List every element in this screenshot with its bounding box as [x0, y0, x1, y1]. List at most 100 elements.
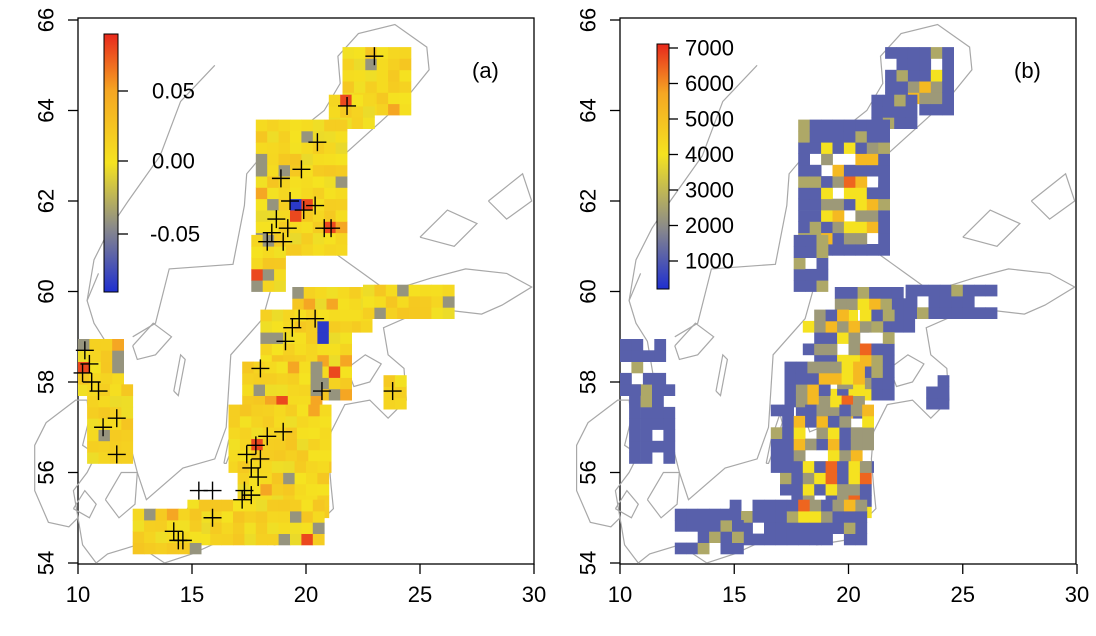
grid-cell	[317, 472, 330, 485]
grid-cell	[267, 198, 279, 211]
coastline-segment	[962, 209, 1021, 247]
grid-cell	[825, 461, 838, 473]
grid-cell	[342, 58, 355, 71]
grid-cell	[121, 406, 134, 419]
y-tick-label: 58	[576, 370, 601, 394]
grid-cell	[317, 366, 330, 378]
grid-cell	[855, 210, 868, 222]
grid-cell	[674, 508, 687, 521]
grid-cell	[846, 298, 858, 310]
grid-cell	[640, 395, 653, 408]
grid-cell	[121, 418, 134, 430]
grid-cell	[878, 198, 890, 211]
grid-cell	[376, 58, 389, 71]
grid-cell	[798, 130, 810, 143]
coastline-segment	[132, 322, 173, 361]
grid-cell	[891, 298, 904, 310]
grid-cell	[855, 153, 868, 166]
grid-cell	[303, 287, 316, 299]
grid-cell	[809, 119, 822, 132]
grid-cell	[324, 244, 336, 256]
grid-cell	[324, 232, 336, 245]
grid-cell	[798, 119, 810, 132]
grid-cell	[805, 234, 817, 247]
grid-cell	[308, 415, 321, 428]
grid-cell	[267, 533, 279, 546]
grid-cell	[276, 361, 289, 374]
grid-cell	[855, 142, 868, 154]
grid-cell	[271, 483, 284, 496]
grid-cell	[885, 47, 897, 59]
grid-cell	[642, 384, 655, 396]
grid-cell	[89, 361, 102, 374]
grid-cell	[697, 531, 710, 543]
grid-cell	[255, 533, 268, 546]
grid-cell	[859, 320, 872, 333]
grid-cell	[882, 377, 895, 390]
grid-cell	[686, 520, 699, 532]
grid-cell	[839, 427, 852, 439]
grid-cell	[942, 69, 954, 82]
grid-cell	[816, 268, 829, 281]
grid-cell	[816, 234, 829, 247]
grid-cell	[349, 320, 362, 333]
grid-cell	[301, 221, 314, 234]
grid-cell	[793, 257, 806, 270]
grid-cell	[880, 287, 893, 299]
grid-cell	[78, 384, 90, 396]
grid-cell	[308, 449, 321, 462]
grid-cell	[837, 472, 849, 485]
grid-cell	[285, 415, 298, 428]
grid-cell	[308, 427, 321, 439]
grid-cell	[855, 119, 868, 132]
grid-cell	[882, 309, 895, 322]
grid-cell	[905, 94, 918, 107]
grid-cell	[233, 533, 245, 546]
grid-cell	[112, 350, 124, 362]
grid-cell	[782, 415, 794, 428]
grid-cell	[442, 307, 455, 319]
grid-cell	[283, 354, 295, 367]
grid-cell	[869, 298, 881, 310]
panel-b-y-axis: 54 56 58 60 62 64 66	[576, 8, 620, 575]
grid-cell	[290, 187, 302, 200]
grid-cell	[620, 339, 632, 351]
grid-cell	[388, 103, 400, 116]
grid-cell	[89, 339, 102, 351]
grid-cell	[276, 372, 289, 385]
grid-cell	[301, 210, 314, 222]
grid-cell	[985, 284, 998, 297]
grid-cell	[109, 384, 122, 396]
grid-cell	[818, 395, 831, 408]
grid-cell	[805, 404, 817, 417]
grid-cell	[198, 533, 211, 546]
grid-cell	[278, 499, 291, 512]
grid-cell	[312, 198, 325, 211]
grid-cell	[896, 47, 909, 59]
grid-cell	[640, 418, 653, 430]
grid-cell	[697, 520, 710, 532]
grid-cell	[244, 533, 257, 546]
grid-cell	[816, 404, 829, 417]
grid-cell	[290, 153, 302, 166]
grid-cell	[795, 395, 808, 408]
grid-cell	[324, 142, 336, 154]
grid-cell	[340, 343, 352, 356]
grid-cell	[642, 350, 655, 362]
grid-cell	[260, 309, 273, 322]
grid-cell	[848, 320, 861, 333]
grid-cell	[255, 176, 268, 188]
grid-cell	[290, 210, 302, 222]
plus-icon	[281, 192, 300, 210]
x-tick-label: 15	[180, 582, 204, 607]
grid-cell	[267, 499, 279, 512]
grid-cell	[340, 354, 352, 367]
grid-cell	[795, 372, 808, 385]
grid-cell	[843, 187, 856, 200]
grid-cell	[631, 350, 644, 362]
grid-cell	[807, 384, 820, 396]
legend-tick-label: 2000	[685, 213, 734, 238]
grid-cell	[262, 234, 275, 247]
grid-cell	[301, 198, 314, 211]
plus-icon	[267, 210, 286, 229]
